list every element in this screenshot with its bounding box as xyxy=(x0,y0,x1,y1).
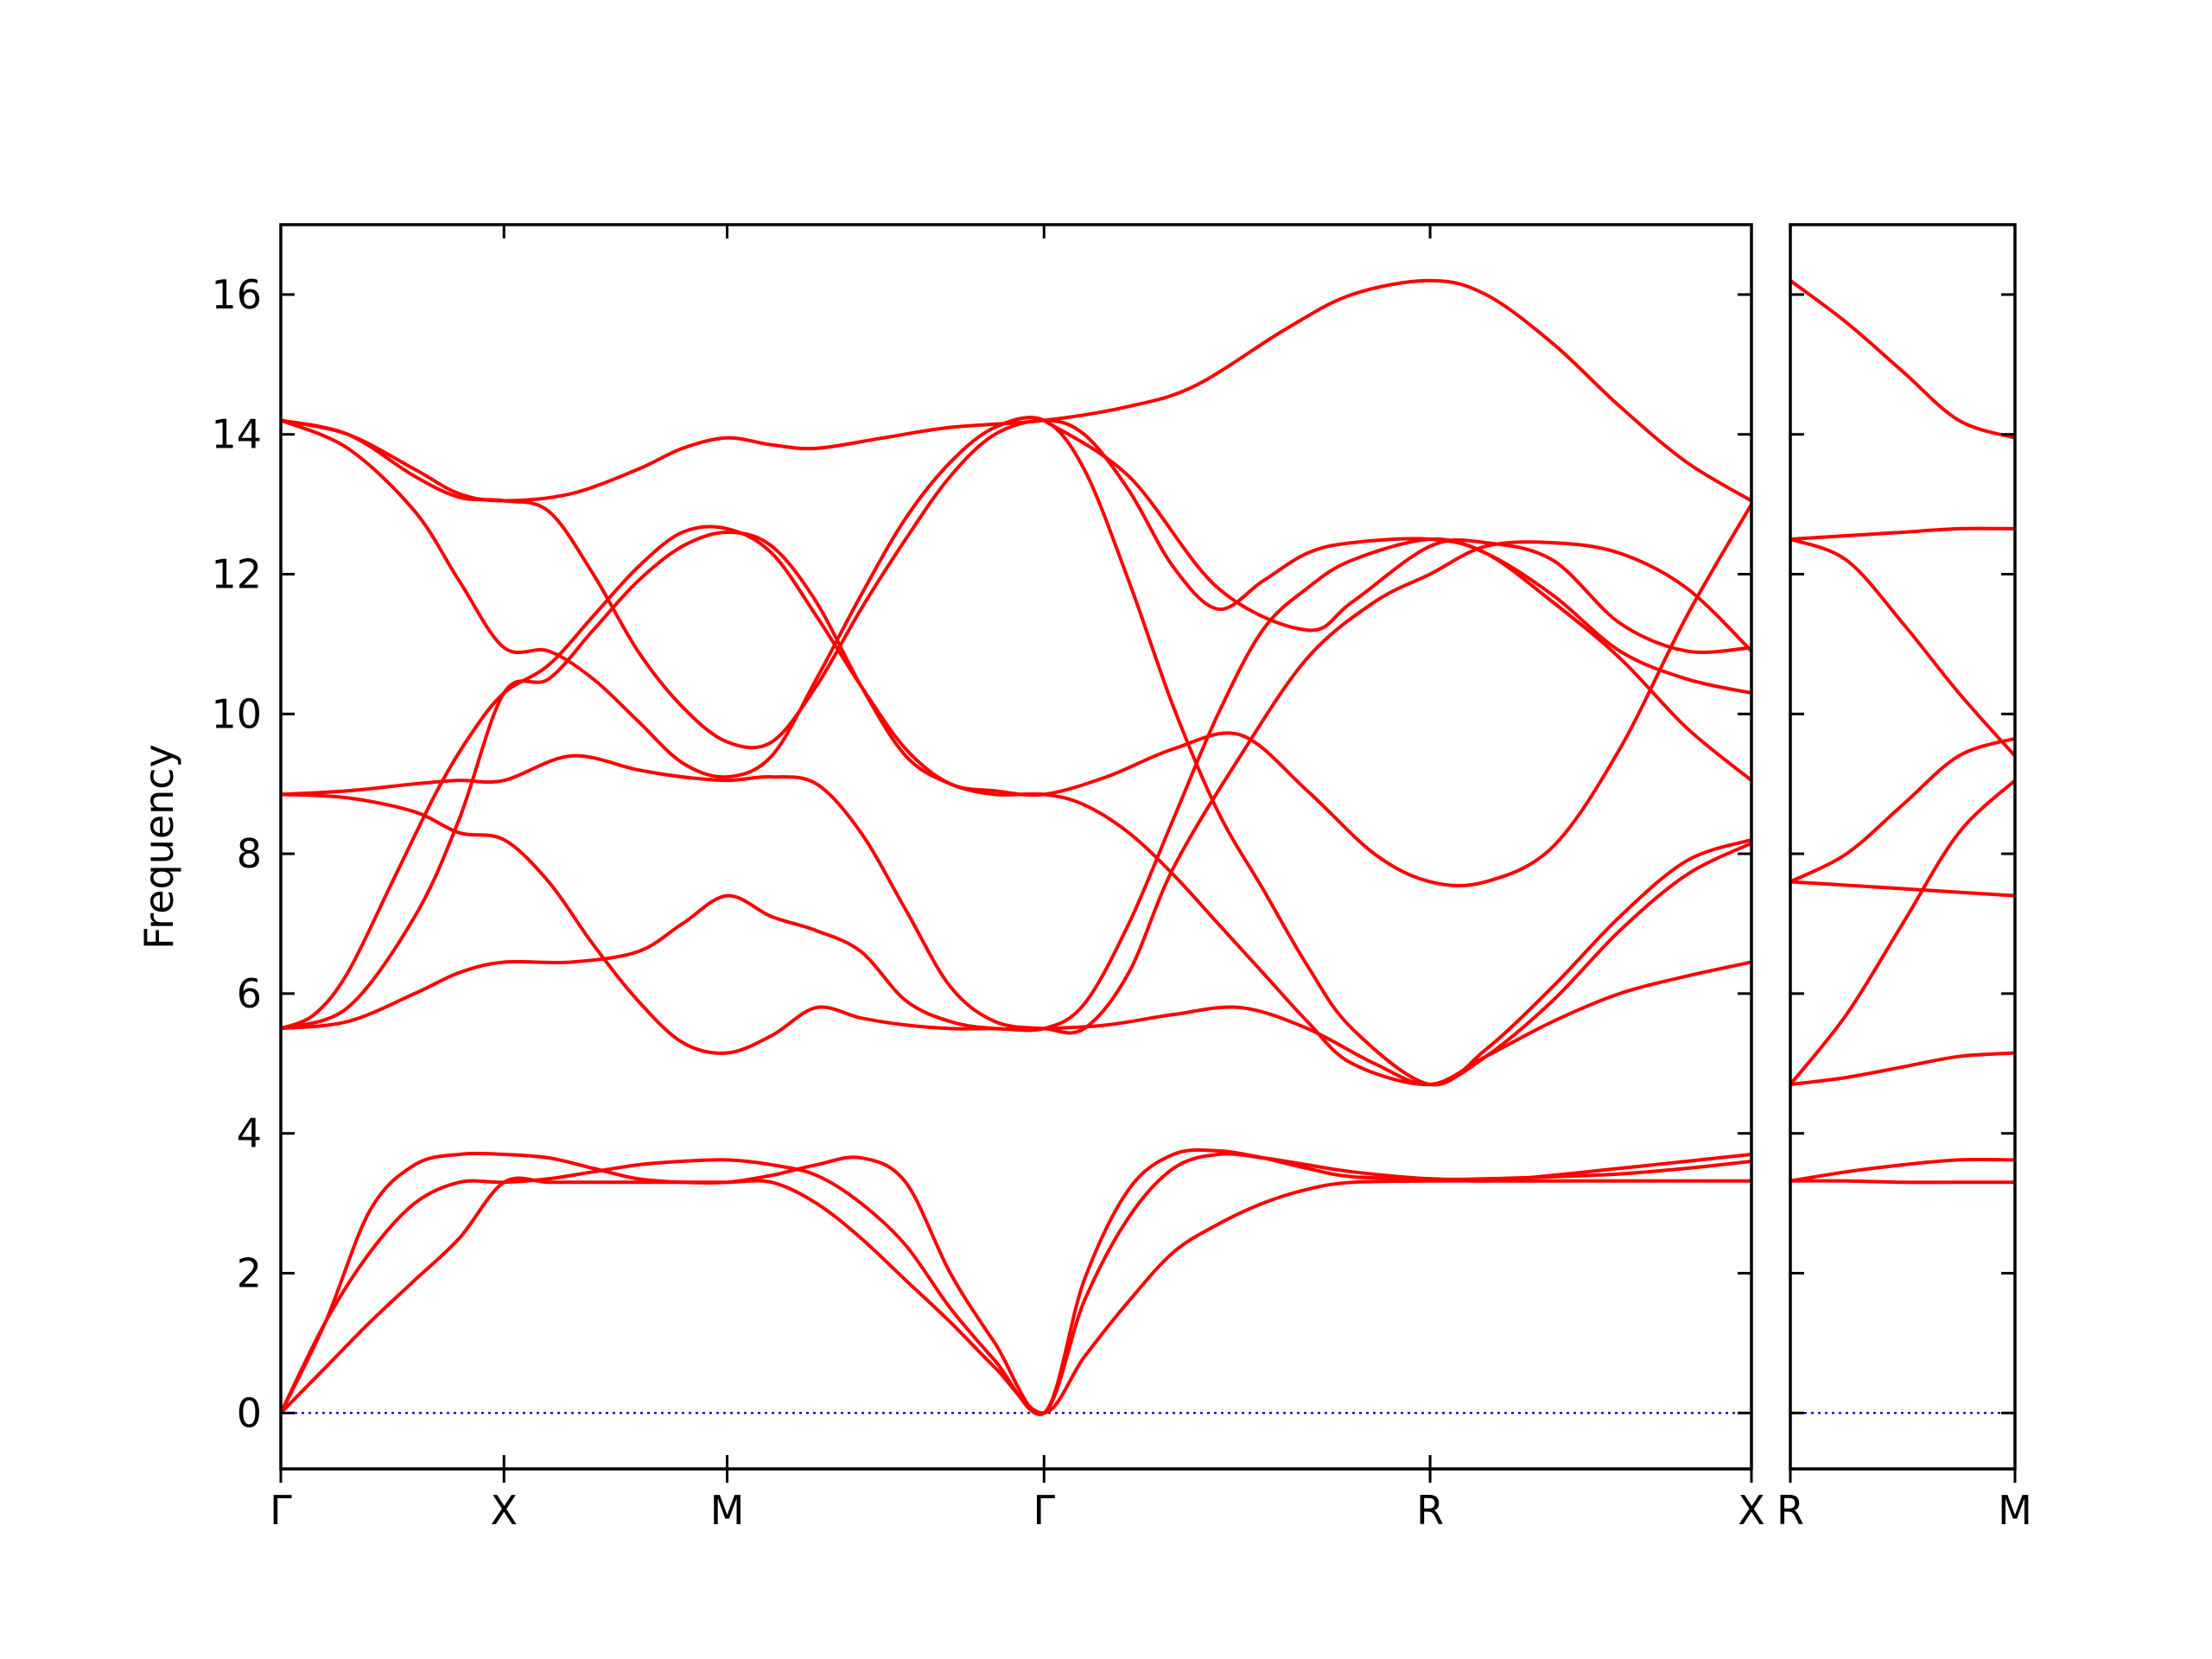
y-tick-label: 6 xyxy=(237,970,262,1017)
panel-2-band-5 xyxy=(1790,880,2015,898)
panel-2-band-4 xyxy=(1790,736,2015,884)
panel-1-band-2 xyxy=(281,1152,1751,1416)
panel-2-band-6 xyxy=(1790,779,2015,1087)
x-tick-label-x: X xyxy=(1738,1487,1765,1534)
panel-1-bands xyxy=(281,278,1751,1416)
panel-2-frame xyxy=(1789,223,2017,1471)
y-axis-label: Frequency xyxy=(136,744,182,950)
panel-1-band-12 xyxy=(1042,418,1751,654)
y-tick-label: 10 xyxy=(211,690,262,737)
y-tick-label: 4 xyxy=(237,1110,262,1157)
panel-2-band-8 xyxy=(1790,1158,2015,1183)
y-tick-label: 8 xyxy=(237,830,262,877)
x-tick-label-m: M xyxy=(1998,1487,2032,1534)
panel-1-band-5 xyxy=(281,502,1751,1031)
x-tick-label-γ: Γ xyxy=(1033,1487,1055,1534)
panel-2-band-3 xyxy=(1790,537,2015,758)
panel-1-band-10 xyxy=(281,418,1751,783)
y-tick-label: 14 xyxy=(211,411,262,458)
panel-1-band-4 xyxy=(281,893,1751,1087)
panel-1-frame xyxy=(279,223,1753,1471)
panel-2-band-1 xyxy=(1790,278,2015,440)
panel-2-band-2 xyxy=(1790,526,2015,542)
x-tick-label-x: X xyxy=(491,1487,518,1534)
x-tick-label-m: M xyxy=(710,1487,745,1534)
y-tick-label: 16 xyxy=(211,271,262,318)
y-tick-label: 12 xyxy=(211,550,262,597)
x-tick-label-r: R xyxy=(1416,1487,1444,1534)
panel-1-band-9 xyxy=(281,416,1751,1087)
y-tick-label: 0 xyxy=(237,1389,262,1436)
panel-2-band-7 xyxy=(1790,1051,2015,1087)
panel-1-band-8 xyxy=(281,530,1751,1087)
panel-2-bands xyxy=(1790,278,2015,1185)
x-tick-label-γ: Γ xyxy=(270,1487,292,1534)
panel-1-band-3 xyxy=(281,1147,1751,1416)
panel-1-band-1 xyxy=(281,1176,1751,1415)
panel-2-band-9 xyxy=(1790,1179,2015,1185)
panel-1-band-7 xyxy=(281,540,1751,1035)
panel-1-band-11 xyxy=(281,278,1751,503)
y-tick-label: 2 xyxy=(237,1249,262,1296)
x-tick-label-r: R xyxy=(1777,1487,1804,1534)
